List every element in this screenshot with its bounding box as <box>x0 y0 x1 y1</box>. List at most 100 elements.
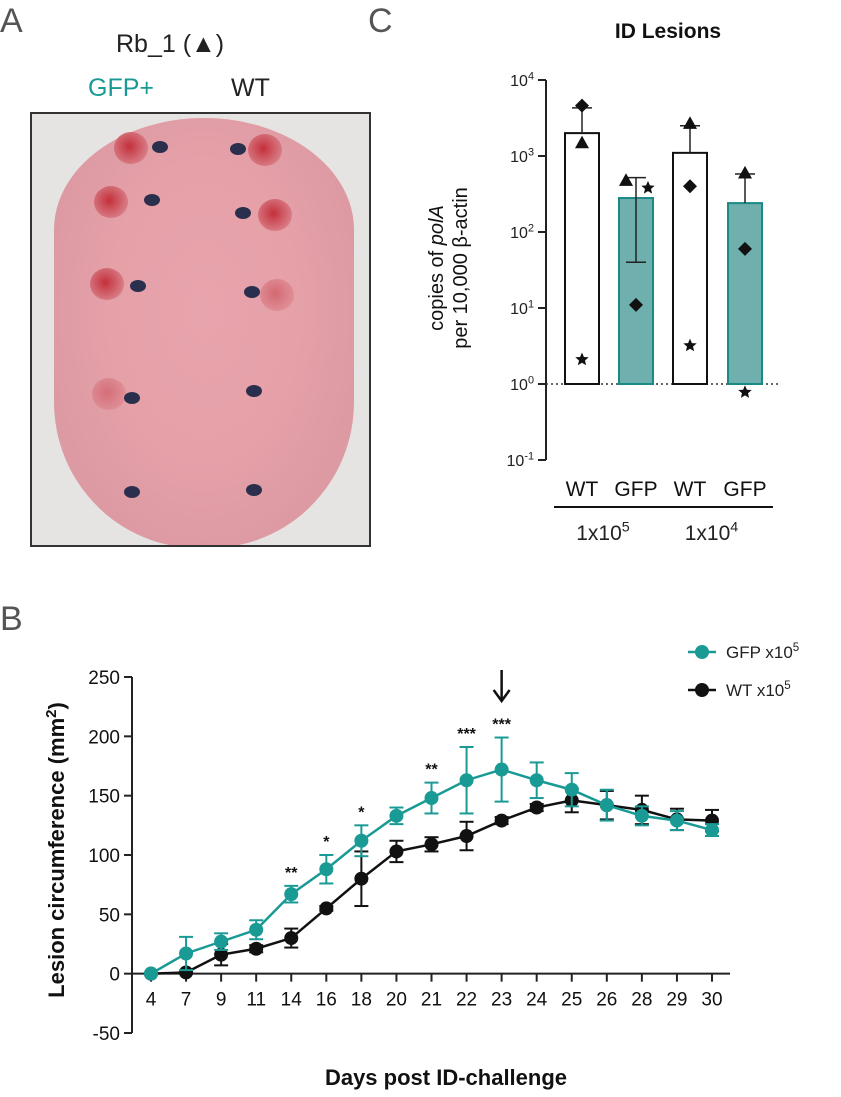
significance-marker: *** <box>492 717 511 734</box>
arrow-head <box>492 689 511 704</box>
lesion-halo <box>90 268 124 300</box>
injection-site <box>235 207 251 219</box>
x-tick-label: 11 <box>246 990 266 1011</box>
panel-a-letter: A <box>0 2 23 40</box>
significance-marker: ** <box>425 762 438 779</box>
significance-marker: * <box>323 834 330 851</box>
lesion-halo <box>258 199 292 231</box>
y-axis-label: copies of polA <box>426 205 448 331</box>
group-label: 1x105 <box>576 520 630 545</box>
data-point <box>319 901 334 916</box>
legend-label: WT x105 <box>726 680 791 700</box>
data-point <box>249 922 264 937</box>
data-point-diamond <box>629 297 643 312</box>
lesion-halo <box>260 279 294 311</box>
data-point <box>214 947 229 962</box>
y-tick-label: 200 <box>88 727 120 748</box>
data-point <box>179 946 194 961</box>
data-point <box>494 762 509 777</box>
gfp-positive-label: GFP+ <box>88 74 154 102</box>
y-tick-label: 50 <box>99 905 120 926</box>
data-point <box>284 931 299 946</box>
y-tick-label: -50 <box>93 1024 120 1045</box>
lesion-halo <box>114 132 148 164</box>
data-point-triangle <box>738 165 752 179</box>
x-tick-label: 22 <box>456 990 477 1011</box>
data-point-star <box>738 385 752 398</box>
x-tick-label: 20 <box>386 990 407 1011</box>
x-axis-label: Days post ID-challenge <box>325 1065 567 1090</box>
legend-marker <box>695 683 709 697</box>
data-point <box>634 808 649 823</box>
injection-site <box>246 484 262 496</box>
panel-c-letter: C <box>368 2 393 40</box>
data-point <box>599 798 614 813</box>
data-point <box>459 773 474 788</box>
data-point <box>249 941 264 956</box>
bar-chart-id-lesions: ID Lesions 10-1 100 101 102 103 104 copies of p… <box>426 20 780 545</box>
y-tick-label: 100 <box>88 846 120 867</box>
data-point-star <box>575 352 589 366</box>
injection-site <box>152 141 168 153</box>
data-point-diamond <box>575 98 589 113</box>
data-point-star <box>641 180 655 194</box>
x-tick-label: 28 <box>631 990 652 1011</box>
x-category-label: WT <box>566 478 599 501</box>
injection-site <box>246 385 262 397</box>
data-point-triangle <box>619 173 633 186</box>
x-category-label: GFP <box>723 478 766 501</box>
significance-marker: ** <box>285 865 298 882</box>
y-tick-label: 10-1 <box>507 451 534 470</box>
injection-site <box>124 392 140 404</box>
series-line-wt <box>150 799 713 975</box>
injection-site <box>244 286 260 298</box>
data-point-diamond <box>738 241 752 256</box>
data-point <box>389 844 404 859</box>
x-tick-label: 30 <box>701 990 722 1011</box>
panel-b-letter: B <box>0 600 23 638</box>
y-tick-label: 250 <box>88 668 120 689</box>
data-point <box>529 773 544 788</box>
x-tick-label: 14 <box>281 990 303 1011</box>
x-category-label: WT <box>674 478 707 501</box>
data-point <box>529 800 544 815</box>
lesion-halo <box>92 378 126 410</box>
data-point <box>179 965 194 980</box>
injection-site <box>130 280 146 292</box>
data-point-triangle <box>683 116 697 129</box>
legend-label: GFP x105 <box>726 642 799 662</box>
data-point-triangle <box>575 135 589 149</box>
y-tick-label: 100 <box>510 375 534 394</box>
data-point <box>424 791 439 806</box>
data-point <box>494 813 509 828</box>
significance-marker: *** <box>457 726 476 743</box>
data-point <box>389 808 404 823</box>
data-point-diamond <box>683 179 697 194</box>
x-tick-label: 29 <box>666 990 687 1011</box>
data-point <box>705 823 719 838</box>
wt-label: WT <box>231 74 270 102</box>
data-point <box>354 871 369 886</box>
injection-site <box>230 143 246 155</box>
y-axis-label: Lesion circumference (mm2) <box>43 702 69 998</box>
x-tick-label: 24 <box>526 990 548 1011</box>
mouse-skin-photo <box>30 112 371 547</box>
strain-label: Rb_1 (▲) <box>116 30 225 58</box>
x-tick-label: 7 <box>181 990 192 1011</box>
x-tick-label: 16 <box>316 990 337 1011</box>
lesion-halo <box>248 134 282 166</box>
y-tick-label: 150 <box>88 787 120 808</box>
y-tick-label: 102 <box>510 223 534 242</box>
group-label: 1x104 <box>685 520 739 545</box>
x-tick-label: 18 <box>351 990 372 1011</box>
injection-site <box>144 194 160 206</box>
data-point <box>424 837 439 852</box>
data-point <box>144 966 158 981</box>
data-point <box>459 829 474 844</box>
data-point <box>319 862 334 877</box>
x-tick-label: 21 <box>421 990 442 1011</box>
y-axis-label-line2: per 10,000 β-actin <box>450 187 472 349</box>
data-point <box>354 833 369 848</box>
significance-marker: * <box>358 804 365 821</box>
